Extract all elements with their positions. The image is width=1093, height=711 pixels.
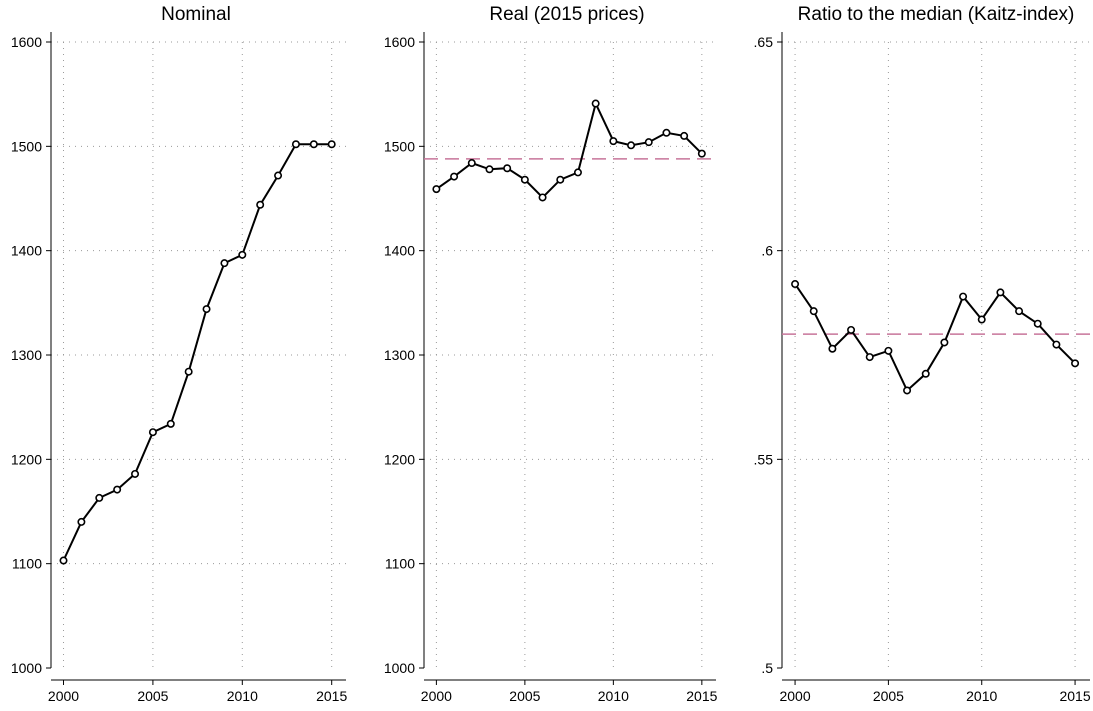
y-tick-label: 1200 (11, 451, 42, 467)
panel-title: Ratio to the median (Kaitz-index) (798, 4, 1075, 25)
data-point (77, 517, 86, 526)
data-point (697, 149, 706, 158)
data-point (327, 140, 336, 149)
data-point (220, 259, 229, 268)
panel-title: Real (2015 prices) (489, 4, 644, 25)
y-tick-label: 1400 (11, 243, 42, 259)
y-tick-label: 1000 (384, 660, 415, 676)
x-tick-label: 2015 (316, 688, 347, 704)
data-point (1052, 340, 1061, 349)
data-point (166, 419, 175, 428)
series-line (62, 143, 332, 561)
data-point (828, 344, 837, 353)
data-point (1071, 359, 1080, 368)
data-point (977, 315, 986, 324)
data-point (238, 250, 247, 259)
data-point (884, 346, 893, 355)
y-tick-label: 1300 (384, 347, 415, 363)
data-point (996, 288, 1005, 297)
data-point (940, 338, 949, 347)
data-point (591, 99, 600, 108)
data-point (573, 168, 582, 177)
y-tick-label: 1600 (11, 34, 42, 50)
data-point (644, 138, 653, 147)
x-tick-label: 2015 (686, 688, 717, 704)
data-point (847, 325, 856, 334)
data-point (148, 428, 157, 437)
data-point (538, 193, 547, 202)
data-point (467, 159, 476, 168)
data-point (791, 280, 800, 289)
y-tick-label: 1000 (11, 660, 42, 676)
data-point (865, 353, 874, 362)
data-point (1015, 307, 1024, 316)
y-tick-label: .55 (754, 451, 774, 467)
data-point (609, 137, 618, 146)
data-point (184, 367, 193, 376)
data-point (503, 164, 512, 173)
data-point (95, 493, 104, 502)
data-point (59, 556, 68, 565)
data-point (959, 292, 968, 301)
x-tick-label: 2015 (1059, 688, 1090, 704)
data-point (1033, 319, 1042, 328)
data-point (432, 185, 441, 194)
x-tick-label: 2010 (966, 688, 997, 704)
x-tick-label: 2010 (227, 688, 258, 704)
data-point (809, 307, 818, 316)
panel-real: Real (2015 prices) 1000 1100 1200 1300 1400 1… (384, 4, 718, 704)
data-point (256, 200, 265, 209)
panel-title: Nominal (161, 4, 231, 25)
x-tick-label: 2000 (48, 688, 79, 704)
x-tick-label: 2005 (509, 688, 540, 704)
y-tick-label: 1100 (385, 556, 415, 572)
x-tick-label: 2005 (873, 688, 904, 704)
panel-nominal: Nominal 1000 1100 1200 1300 1400 1500 1600 2000… (11, 4, 348, 704)
data-point (450, 172, 459, 181)
x-tick-label: 2005 (137, 688, 168, 704)
data-point (291, 140, 300, 149)
data-point (903, 386, 912, 395)
y-tick-label: 1400 (384, 243, 415, 259)
data-point (627, 141, 636, 150)
panel-kaitz: Ratio to the median (Kaitz-index) .5 .55.… (754, 4, 1091, 704)
data-point (662, 128, 671, 137)
x-tick-label: 2000 (779, 688, 810, 704)
y-tick-label: 1300 (11, 347, 42, 363)
y-tick-label: 1100 (12, 556, 42, 572)
data-point (274, 171, 283, 180)
series-line (435, 100, 703, 199)
x-tick-label: 2000 (421, 688, 452, 704)
y-tick-label: 1500 (11, 138, 42, 154)
x-tick-label: 2010 (598, 688, 629, 704)
data-point (520, 175, 529, 184)
y-tick-label: 1500 (384, 138, 415, 154)
y-tick-label: .5 (761, 660, 773, 676)
y-tick-label: 1200 (384, 451, 415, 467)
data-point (556, 175, 565, 184)
series-line (794, 283, 1076, 393)
data-point (921, 369, 930, 378)
y-tick-label: .65 (754, 34, 774, 50)
data-point (131, 469, 140, 478)
data-point (309, 140, 318, 149)
data-point (485, 165, 494, 174)
data-point (680, 131, 689, 140)
data-point (202, 305, 211, 314)
y-tick-label: .6 (761, 243, 773, 259)
data-point (113, 485, 122, 494)
y-tick-label: 1600 (384, 34, 415, 50)
